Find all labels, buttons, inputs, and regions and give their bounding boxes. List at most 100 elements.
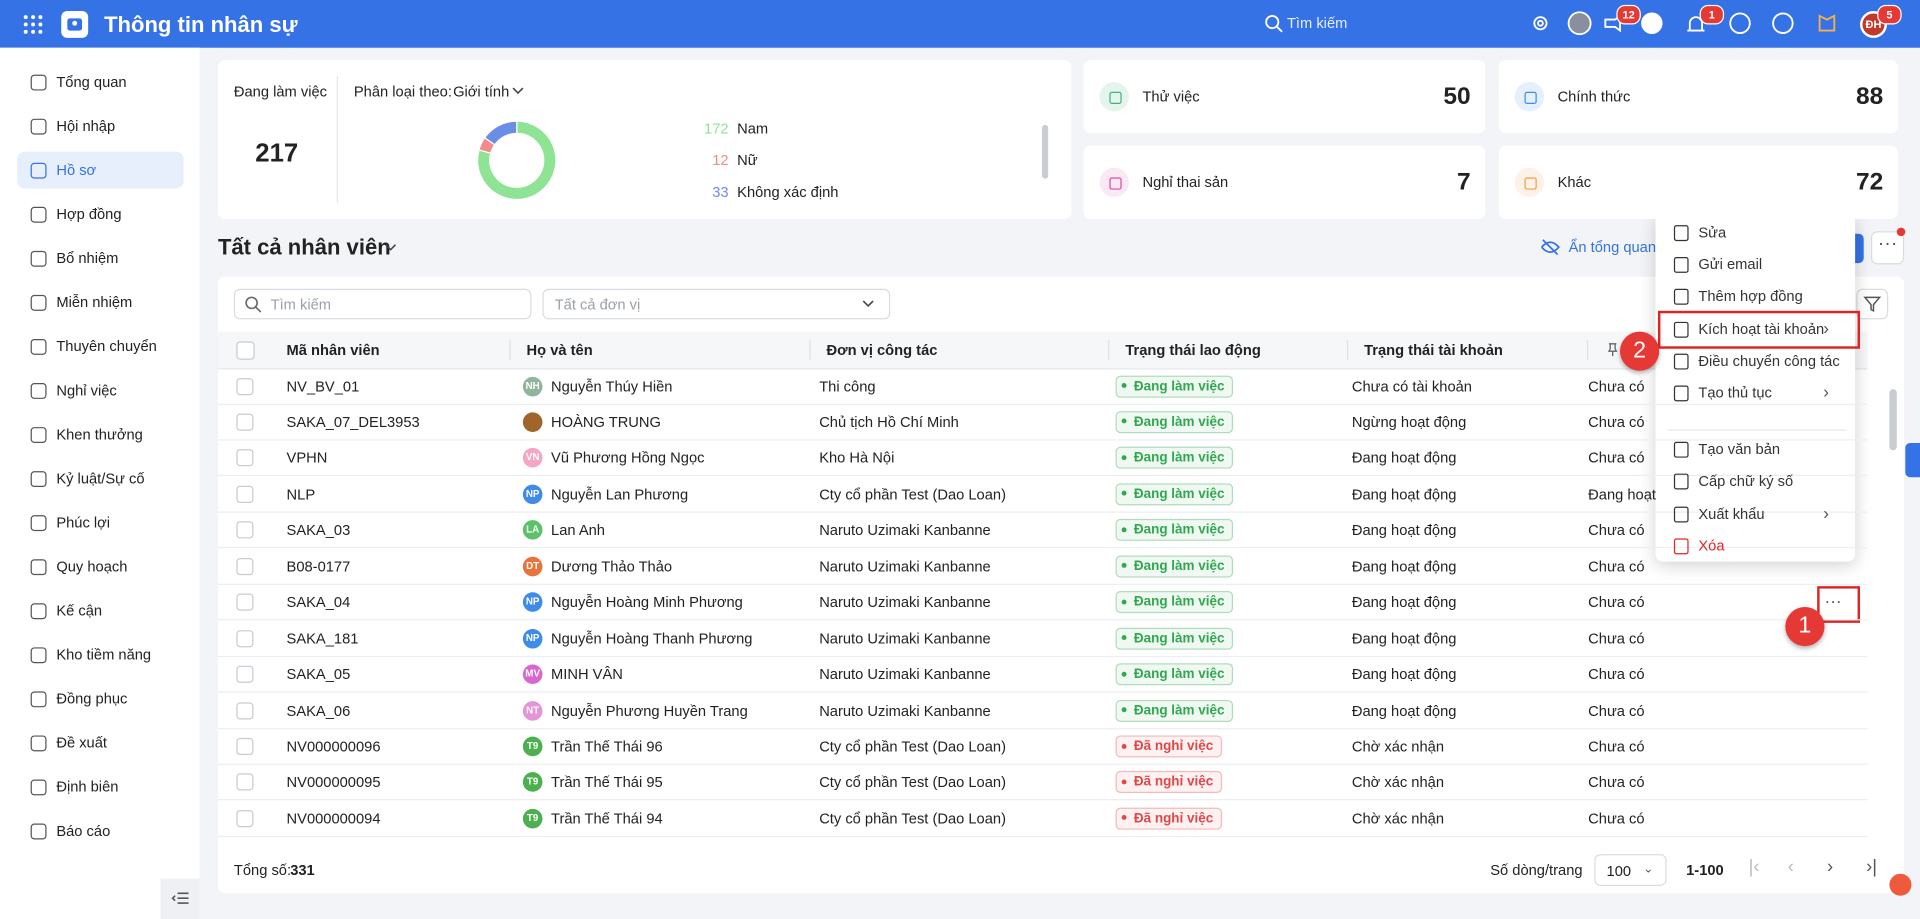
sidebar-item[interactable]: Tổng quan xyxy=(56,73,127,91)
page-size-label: Số dòng/trang xyxy=(1490,861,1583,879)
sidebar-item[interactable]: Hội nhập xyxy=(56,117,116,135)
sidebar-item[interactable]: Báo cáo xyxy=(56,822,111,840)
sidebar-icon xyxy=(30,338,47,355)
help-fab[interactable] xyxy=(1889,873,1912,896)
legend-name: Nữ xyxy=(737,151,758,169)
total: 331 xyxy=(290,861,315,879)
menu-item[interactable]: Sửa xyxy=(1698,223,1727,242)
select-all[interactable] xyxy=(236,341,255,360)
row-checkbox[interactable] xyxy=(236,665,254,683)
sidebar-item[interactable]: Nghỉ việc xyxy=(56,381,117,399)
row-checkbox[interactable] xyxy=(236,377,254,395)
sidebar-icon xyxy=(30,383,47,399)
menu-item[interactable]: Xóa xyxy=(1698,536,1725,555)
employee-name[interactable]: Nguyễn Lan Phương xyxy=(551,485,689,503)
account-status: Đang hoạt động xyxy=(1351,485,1457,503)
apps-icon[interactable] xyxy=(23,15,43,35)
summary-card xyxy=(217,59,1072,220)
global-search[interactable]: Tìm kiếm xyxy=(1286,14,1348,32)
row-checkbox[interactable] xyxy=(236,449,254,467)
row-checkbox[interactable] xyxy=(236,809,254,828)
menu-icon xyxy=(1673,385,1689,402)
row-checkbox[interactable] xyxy=(236,557,254,575)
menu-item[interactable]: Xuất khẩu xyxy=(1698,504,1765,523)
sidebar-item[interactable]: Định biên xyxy=(56,778,119,796)
unit-select[interactable] xyxy=(542,288,891,320)
sidebar-item[interactable]: Đề xuất xyxy=(56,734,107,752)
search-icon xyxy=(1265,14,1283,33)
sidebar-item[interactable]: Hồ sơ xyxy=(56,161,97,179)
employee-name[interactable]: Trần Thế Thái 94 xyxy=(551,809,663,828)
menu-item[interactable]: Kích hoạt tài khoản xyxy=(1698,320,1825,338)
filter-button[interactable] xyxy=(1856,288,1889,320)
hide-icon xyxy=(1541,239,1560,256)
row-checkbox[interactable] xyxy=(236,629,254,647)
employee-code: NV_BV_01 xyxy=(286,377,360,395)
employee-name[interactable]: Nguyễn Thúy Hiền xyxy=(551,377,673,395)
employee-name[interactable]: Vũ Phương Hồng Ngọc xyxy=(551,449,705,467)
employee-name[interactable]: Trần Thế Thái 95 xyxy=(551,773,663,792)
menu-icon xyxy=(1673,289,1689,306)
sidebar-item[interactable]: Bổ nhiệm xyxy=(56,249,119,267)
employee-name[interactable]: Dương Thảo Thảo xyxy=(551,557,673,575)
account-status: Chưa có tài khoản xyxy=(1351,377,1472,395)
employee-name[interactable]: Nguyễn Hoàng Minh Phương xyxy=(551,593,743,611)
employee-name[interactable]: Trần Thế Thái 96 xyxy=(551,737,663,756)
avatar: T9 xyxy=(522,808,543,829)
donut-segment xyxy=(476,120,557,201)
list-title[interactable]: Tất cả nhân viên xyxy=(217,234,391,260)
sidebar-item[interactable]: Kho tiềm năng xyxy=(56,646,152,664)
sidebar-item[interactable]: Thuyên chuyển xyxy=(56,337,157,355)
employee-code: SAKA_05 xyxy=(286,665,351,683)
sidebar-item[interactable]: Phúc lợi xyxy=(56,513,111,532)
employee-code: SAKA_03 xyxy=(286,521,351,539)
row-checkbox[interactable] xyxy=(236,593,254,611)
sidebar-item[interactable]: Quy hoạch xyxy=(56,558,128,576)
row-checkbox[interactable] xyxy=(236,773,254,792)
employee-name[interactable]: HOÀNG TRUNG xyxy=(551,413,661,431)
row-checkbox[interactable] xyxy=(236,701,254,719)
row-checkbox[interactable] xyxy=(236,485,254,503)
page-size-select[interactable] xyxy=(1594,854,1667,886)
menu-item[interactable]: Gửi email xyxy=(1698,255,1763,274)
more-button[interactable]: ··· xyxy=(1871,231,1905,265)
row-checkbox[interactable] xyxy=(236,737,254,756)
sidebar-item[interactable]: Kỷ luật/Sự cố xyxy=(56,469,145,488)
legend-value: 12 xyxy=(712,151,729,169)
avatar: NP xyxy=(522,484,543,504)
menu-item[interactable]: Điều chuyển công tác xyxy=(1698,352,1840,370)
employee-name[interactable]: MINH VÂN xyxy=(551,665,623,683)
unit: Naruto Uzimaki Kanbanne xyxy=(819,665,991,683)
menu-item[interactable]: Tạo văn bản xyxy=(1698,440,1781,458)
table-search[interactable] xyxy=(233,288,532,320)
employee-name[interactable]: Nguyễn Phương Huyền Trang xyxy=(551,701,748,719)
signature: Đang hoạt động xyxy=(1588,485,1657,503)
classify-select[interactable]: Giới tính xyxy=(453,83,510,101)
avatar[interactable]: ĐH xyxy=(1860,11,1887,38)
employee-name[interactable]: Nguyễn Hoàng Thanh Phương xyxy=(551,629,753,647)
row-action-button[interactable]: ··· xyxy=(1824,591,1842,611)
pager-button[interactable]: ›| xyxy=(1866,856,1878,878)
row-checkbox[interactable] xyxy=(236,521,254,539)
sidebar-item[interactable]: Khen thưởng xyxy=(56,425,143,443)
menu-item[interactable]: Cấp chữ ký số xyxy=(1698,472,1794,490)
side-tab[interactable] xyxy=(1905,442,1920,478)
pager-button[interactable]: ‹ xyxy=(1787,856,1794,878)
sidebar-item[interactable]: Hợp đồng xyxy=(56,205,122,223)
sidebar-item[interactable]: Kế cận xyxy=(56,602,103,620)
account-status: Chờ xác nhận xyxy=(1351,809,1444,828)
row-checkbox[interactable] xyxy=(236,413,254,431)
sidebar-icon xyxy=(30,471,47,488)
employee-name[interactable]: Lan Anh xyxy=(551,521,605,539)
menu-item[interactable]: Tạo thủ tục xyxy=(1698,384,1772,402)
sidebar-item[interactable]: Đồng phục xyxy=(56,690,128,708)
menu-item[interactable]: Thêm hợp đồng xyxy=(1698,288,1803,306)
pager-button[interactable]: |‹ xyxy=(1748,856,1760,878)
hide-overview[interactable]: Ẩn tổng quan xyxy=(1568,238,1657,256)
sidebar-item[interactable]: Miễn nhiệm xyxy=(56,293,133,311)
stat-card xyxy=(1498,59,1898,134)
total-label: Tổng số: xyxy=(233,861,292,879)
pager-button[interactable]: › xyxy=(1826,856,1834,878)
sidebar-icon xyxy=(30,118,47,135)
status-badge: Đang làm việc xyxy=(1115,519,1234,542)
